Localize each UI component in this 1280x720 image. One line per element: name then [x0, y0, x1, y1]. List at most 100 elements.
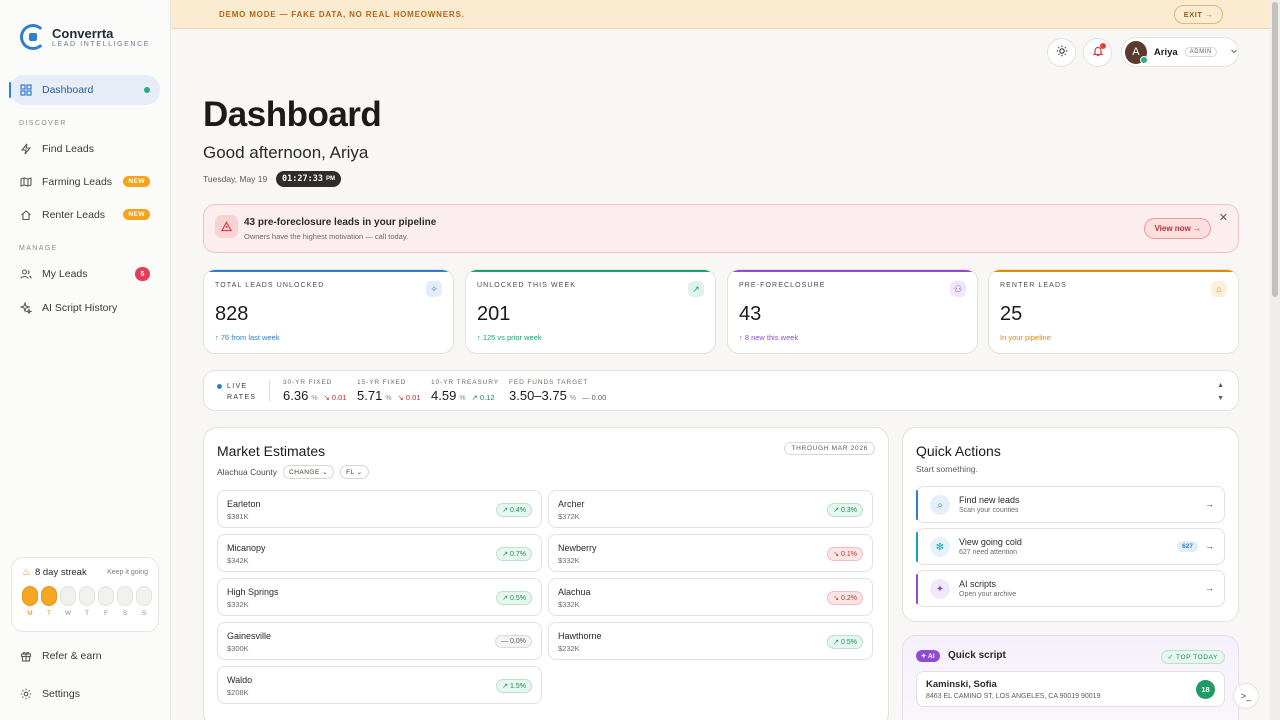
scrollbar[interactable] [1270, 0, 1280, 720]
rate-row: 4.59% ↗ 0.12 [431, 388, 499, 403]
market-city-card[interactable]: Hawthorne $232K ↗ 0.5% [548, 622, 873, 660]
quick-action-title: AI scripts [959, 579, 997, 589]
chevron-down-icon[interactable]: ▼ [1217, 395, 1224, 402]
date-label: Tuesday, May 19 [203, 174, 268, 184]
rate-value: 4.59 [431, 388, 457, 403]
quick-actions-panel: Quick Actions Start something. ⌕ Find new… [902, 427, 1239, 622]
gift-icon [20, 650, 32, 662]
sidebar-item-refer[interactable]: Refer & earn [10, 641, 160, 671]
sidebar-item-label: Renter Leads [42, 209, 106, 221]
market-title: Market Estimates [217, 443, 326, 459]
exit-demo-button[interactable]: EXIT → [1173, 5, 1223, 24]
avatar: A [1125, 40, 1148, 64]
rate-item: 15-YR FIXED 5.71% ↘ 0.01 [357, 379, 421, 403]
market-city-card[interactable]: Newberry $332K ↘ 0.1% [548, 534, 873, 572]
ai-badge: ✦ AI [916, 650, 940, 662]
stat-accent-bar [989, 270, 1238, 272]
stat-card[interactable]: PRE-FORECLOSURE 43 ↑ 8 new this week ⚇ [727, 269, 978, 354]
city-name: Archer [558, 499, 585, 509]
sidebar-item-farming-leads[interactable]: Farming Leads NEW [10, 167, 160, 197]
page-title: Dashboard [203, 95, 382, 134]
notifications-button[interactable] [1083, 38, 1112, 67]
rate-delta: ↗ 0.12 [471, 393, 495, 402]
stat-card[interactable]: TOTAL LEADS UNLOCKED 828 ↑ 76 from last we… [203, 269, 454, 354]
stat-note: ↑ 76 from last week [215, 333, 280, 342]
lead-card[interactable]: Kaminski, Sofia 8463 EL CAMINO ST, LOS A… [916, 671, 1225, 707]
map-icon [20, 176, 32, 188]
close-icon[interactable]: ✕ [1218, 212, 1228, 224]
stat-note: ↑ 125 vs prior week [477, 333, 542, 342]
state-select[interactable]: FL ⌄ [340, 465, 369, 479]
terminal-button[interactable]: >_ [1233, 683, 1259, 709]
quick-action-accent [916, 574, 918, 604]
sidebar-item-ai-script-history[interactable]: AI Script History [10, 293, 160, 323]
city-name: Hawthorne [558, 631, 602, 641]
sidebar-item-label: My Leads [42, 268, 88, 280]
stat-accent-bar [204, 270, 453, 272]
market-city-card[interactable]: Gainesville $300K — 0.0% [217, 622, 542, 660]
terminal-icon: >_ [1240, 691, 1252, 701]
sidebar-item-find-leads[interactable]: Find Leads [10, 134, 160, 164]
streak-day: T [41, 586, 57, 617]
rate-unit: % [459, 395, 466, 402]
quick-actions-subtitle: Start something. [916, 464, 978, 474]
rate-label: 10-YR TREASURY [431, 379, 499, 386]
market-city-card[interactable]: Archer $372K ↗ 0.3% [548, 490, 873, 528]
sidebar-item-label: Dashboard [42, 84, 94, 96]
market-city-card[interactable]: Earleton $381K ↗ 0.4% [217, 490, 542, 528]
quick-action-subtitle: Scan your counties [959, 507, 1019, 514]
change-county-select[interactable]: CHANGE ⌄ [283, 465, 335, 479]
users-icon [20, 268, 32, 280]
sidebar: Converrta LEAD INTELLIGENCE Dashboard DI… [0, 0, 171, 720]
market-city-card[interactable]: Waldo $208K ↗ 1.5% [217, 666, 542, 704]
rates-scroll-controls[interactable]: ▲ ▼ [1217, 379, 1224, 405]
new-badge: NEW [123, 209, 150, 220]
stat-note: In your pipeline [1000, 333, 1051, 342]
sparkle-icon: ✦ [930, 579, 950, 599]
sidebar-item-dashboard[interactable]: Dashboard [9, 75, 160, 105]
scrollbar-thumb[interactable] [1272, 2, 1278, 297]
stat-card[interactable]: UNLOCKED THIS WEEK 201 ↑ 125 vs prior week… [465, 269, 716, 354]
streak-day-pill [60, 586, 76, 606]
sidebar-item-settings[interactable]: Settings [10, 679, 160, 709]
snowflake-icon: ✻ [930, 537, 950, 557]
lead-name: Kaminski, Sofia [926, 679, 997, 690]
rate-item: 10-YR TREASURY 4.59% ↗ 0.12 [431, 379, 499, 403]
quick-action-item[interactable]: ⌕ Find new leads Scan your counties → [916, 486, 1225, 523]
theme-toggle-button[interactable] [1047, 38, 1076, 67]
rate-label: FED FUNDS TARGET [509, 379, 589, 386]
sun-icon [1056, 45, 1068, 60]
rate-delta: ↘ 0.01 [323, 393, 347, 402]
user-menu[interactable]: A Ariya ADMIN [1121, 37, 1239, 67]
market-estimates-panel: Market Estimates THROUGH MAR 2026 Alachu… [203, 427, 889, 720]
arrow-right-icon: → [1205, 583, 1214, 593]
arrow-right-icon: → [1205, 499, 1214, 509]
brand-tagline: LEAD INTELLIGENCE [52, 40, 150, 48]
market-city-card[interactable]: Alachua $332K ↘ 0.2% [548, 578, 873, 616]
market-city-card[interactable]: Micanopy $342K ↗ 0.7% [217, 534, 542, 572]
sidebar-item-renter-leads[interactable]: Renter Leads NEW [10, 200, 160, 230]
users-icon: ⚇ [950, 281, 966, 297]
chevron-up-icon[interactable]: ▲ [1217, 382, 1224, 389]
alert-title: 43 pre-foreclosure leads in your pipelin… [244, 217, 437, 228]
sidebar-item-my-leads[interactable]: My Leads 5 [10, 259, 160, 289]
rate-item: FED FUNDS TARGET 3.50–3.75% — 0.00 [509, 379, 606, 403]
quick-action-item[interactable]: ✦ AI scripts Open your archive → [916, 570, 1225, 607]
search-icon: ⌕ [930, 495, 950, 515]
rate-delta: ↘ 0.01 [397, 393, 421, 402]
stat-label: UNLOCKED THIS WEEK [477, 282, 577, 289]
new-badge: NEW [123, 176, 150, 187]
streak-day: W [60, 586, 76, 617]
rate-value: 3.50–3.75 [509, 388, 567, 403]
streak-title: 8 day streak [34, 567, 87, 578]
section-label-discover: DISCOVER [19, 120, 67, 127]
brand[interactable]: Converrta LEAD INTELLIGENCE [20, 24, 150, 50]
quick-action-item[interactable]: ✻ View going cold 627 need attention → 627 [916, 528, 1225, 565]
city-change-badge: ↗ 0.7% [496, 547, 532, 561]
stat-card[interactable]: RENTER LEADS 25 In your pipeline ⌂ [988, 269, 1239, 354]
view-now-button[interactable]: View now → [1144, 218, 1211, 239]
divider [269, 380, 270, 402]
city-name: Newberry [558, 543, 597, 553]
market-city-card[interactable]: High Springs $332K ↗ 0.5% [217, 578, 542, 616]
city-name: High Springs [227, 587, 279, 597]
